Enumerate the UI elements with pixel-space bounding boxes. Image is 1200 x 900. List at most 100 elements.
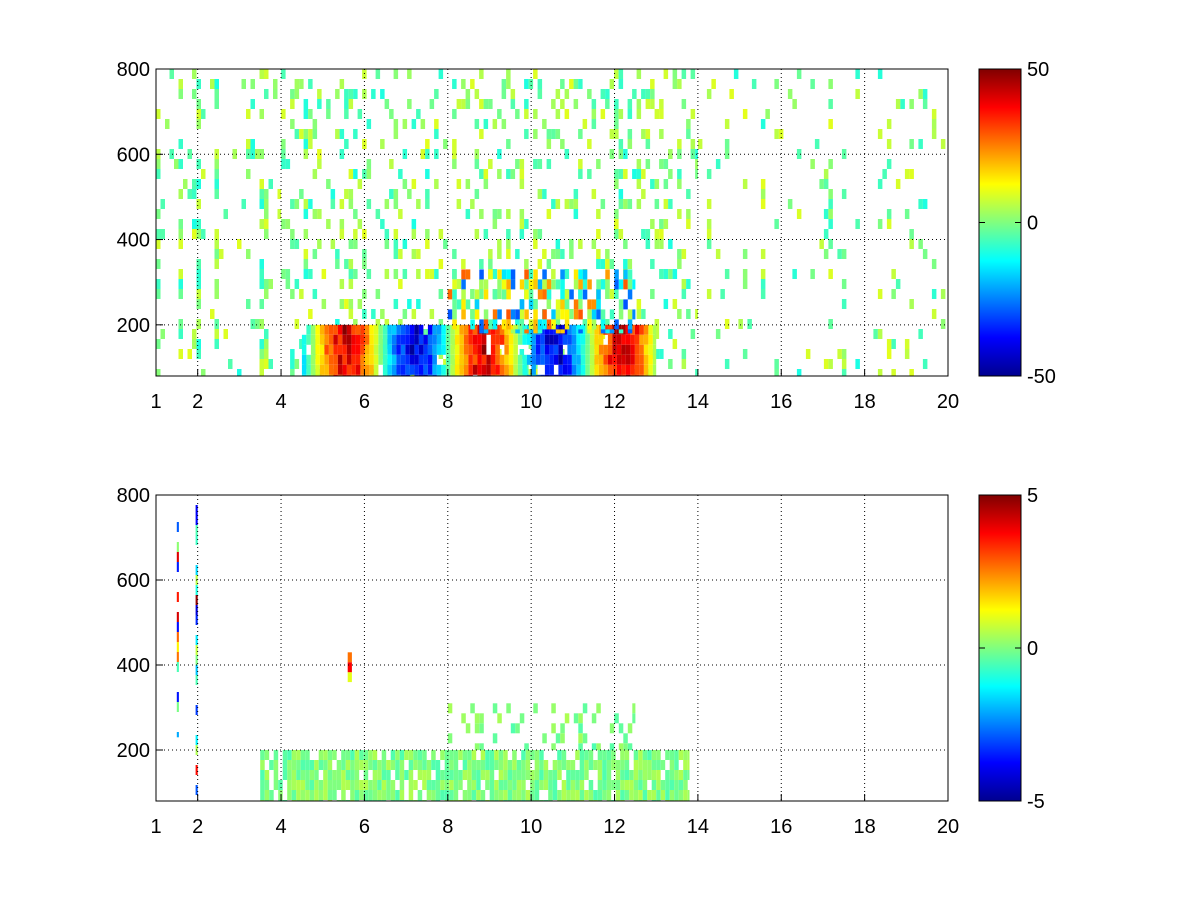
heatmap-cell [677, 259, 682, 269]
heatmap-cell [855, 69, 860, 79]
heatmap-cell [452, 79, 457, 89]
heatmap-cell [643, 354, 649, 365]
heatmap-cell [546, 159, 552, 169]
heatmap-cell [350, 760, 355, 770]
heatmap-cell [472, 344, 478, 355]
heatmap-cell [647, 770, 652, 780]
heatmap-cell [618, 189, 624, 199]
heatmap-cell [606, 780, 612, 790]
heatmap-cell [589, 324, 595, 335]
heatmap-cell [615, 770, 621, 780]
heatmap-cell [477, 354, 482, 365]
heatmap-cell [345, 750, 351, 760]
heatmap-cell [474, 159, 480, 169]
heatmap-cell [369, 324, 374, 335]
heatmap-cell [668, 239, 673, 249]
heatmap-cell [259, 189, 264, 199]
heatmap-cell [828, 239, 833, 249]
heatmap-cell [407, 299, 412, 309]
heatmap-cell [634, 324, 640, 335]
heatmap-cell [393, 299, 399, 309]
heatmap-cell [471, 750, 477, 760]
heatmap-cell [561, 790, 567, 800]
heatmap-cell [588, 780, 594, 790]
heatmap-cell [277, 189, 282, 199]
heatmap-cell [560, 723, 565, 734]
heatmap-cell [273, 770, 279, 780]
heatmap-cell [643, 334, 649, 345]
heatmap-cell [841, 249, 847, 259]
heatmap-cell [396, 334, 401, 345]
heatmap-cell [591, 239, 597, 249]
heatmap-cell [409, 324, 415, 335]
heatmap-cell [426, 780, 432, 790]
heatmap-cell [196, 289, 201, 299]
heatmap-cell [408, 760, 414, 770]
heatmap-cell [156, 259, 161, 269]
heatmap-cell [214, 179, 219, 189]
heatmap-cell [461, 289, 466, 300]
heatmap-cell [196, 219, 201, 229]
heatmap-cell [665, 790, 670, 800]
heatmap-cell [510, 269, 516, 280]
heatmap-cell [497, 309, 502, 320]
heatmap-cell [663, 199, 669, 209]
heatmap-cell [506, 69, 511, 79]
heatmap-cell [402, 119, 408, 129]
heatmap-cell [195, 675, 198, 685]
heatmap-cell [480, 770, 486, 780]
heatmap-cell [760, 279, 766, 289]
heatmap-cell [386, 760, 391, 770]
heatmap-cell [494, 760, 499, 770]
heatmap-cell [575, 780, 580, 790]
heatmap-cell [364, 344, 370, 355]
heatmap-cell [326, 179, 331, 189]
heatmap-cell [178, 159, 183, 169]
heatmap-cell [483, 119, 489, 129]
heatmap-cell [513, 374, 518, 376]
heatmap-cell [416, 249, 421, 259]
heatmap-cell [639, 374, 644, 376]
heatmap-cell [281, 139, 286, 149]
heatmap-cell [342, 364, 347, 375]
x-tick-label: 4 [275, 816, 286, 838]
heatmap-cell [611, 780, 616, 790]
heatmap-cell [310, 344, 316, 355]
heatmap-cell [877, 329, 883, 339]
heatmap-cell [476, 780, 481, 790]
heatmap-cell [931, 309, 937, 319]
heatmap-cell [654, 349, 660, 359]
heatmap-cell [467, 780, 472, 790]
heatmap-cell [562, 354, 568, 365]
heatmap-cell [490, 354, 496, 365]
heatmap-cell [494, 790, 499, 800]
heatmap-cell [596, 259, 601, 269]
heatmap-cell [627, 99, 633, 109]
heatmap-cell [501, 79, 507, 89]
heatmap-cell [264, 69, 269, 79]
heatmap-cell [516, 770, 522, 780]
heatmap-cell [495, 354, 500, 365]
heatmap-cell [468, 354, 473, 365]
heatmap-cell [648, 364, 653, 375]
heatmap-cell [441, 364, 446, 375]
heatmap-cell [465, 723, 471, 734]
heatmap-cell [259, 349, 264, 359]
heatmap-cell [317, 159, 322, 169]
heatmap-cell [384, 99, 390, 109]
heatmap-cells [156, 69, 946, 376]
heatmap-cell [195, 605, 198, 615]
heatmap-cell [621, 334, 626, 345]
heatmap-cell [517, 354, 523, 365]
heatmap-cell [260, 760, 265, 770]
heatmap-cell [431, 760, 436, 770]
heatmap-cell [674, 770, 679, 780]
heatmap-cell [492, 269, 498, 279]
heatmap-cell [560, 309, 565, 320]
heatmap-cell [609, 723, 615, 734]
heatmap-cell [314, 760, 319, 770]
heatmap-cell [596, 279, 601, 290]
heatmap-cell [481, 334, 487, 345]
heatmap-cell [431, 780, 436, 790]
heatmap-cell [618, 169, 624, 179]
